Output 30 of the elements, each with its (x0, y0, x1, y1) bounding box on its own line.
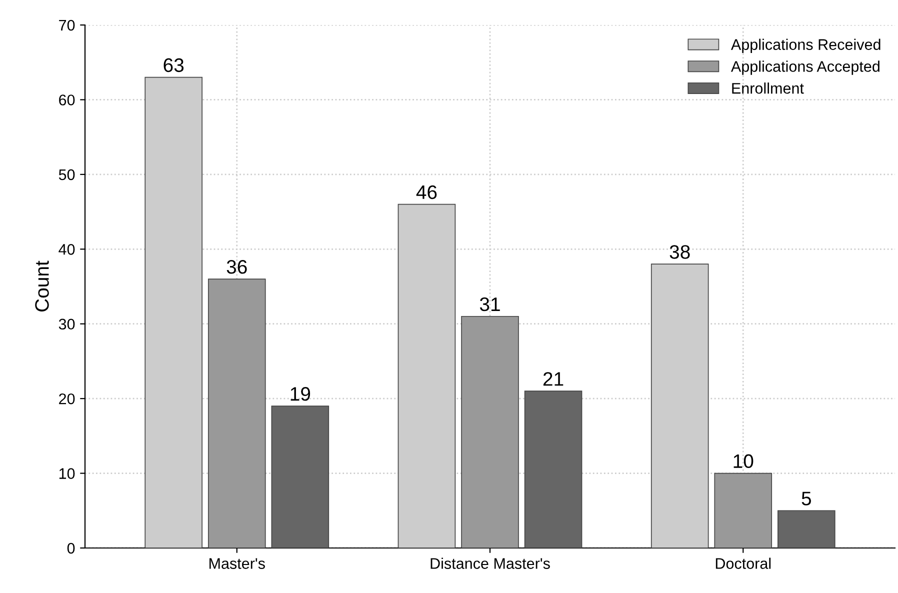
data-label: 31 (480, 297, 500, 312)
data-label: 5 (802, 492, 811, 506)
data-label: 63 (164, 58, 184, 72)
bar (778, 510, 836, 548)
y-axis-title: Count (35, 260, 49, 312)
y-tick-label: 30 (58, 318, 75, 330)
y-tick-label: 10 (59, 468, 75, 479)
x-tick-label: Master's (210, 558, 265, 569)
y-tick-label: 40 (58, 244, 75, 255)
y-tick-label: 50 (58, 169, 75, 180)
y-tick-label: 20 (59, 393, 75, 404)
bar (714, 472, 772, 548)
bar (461, 316, 519, 548)
data-label: 19 (290, 387, 310, 401)
x-tick-label: Doctoral (716, 558, 771, 569)
legend-label: Enrollment (732, 82, 804, 94)
data-label: 10 (734, 454, 754, 468)
y-tick-label: 0 (67, 542, 75, 554)
y-tick-label: 70 (59, 20, 75, 31)
bar (524, 390, 582, 548)
legend-label: Applications Accepted (730, 60, 880, 75)
legend-label: Applications Received (730, 38, 880, 53)
data-label: 36 (226, 260, 247, 274)
bar (271, 406, 330, 548)
x-tick-label: Distance Master's (430, 558, 550, 569)
data-label: 21 (543, 372, 564, 386)
y-tick-label: 60 (59, 94, 75, 106)
data-label: 46 (416, 185, 437, 200)
data-label: 38 (670, 245, 690, 259)
bar (208, 278, 266, 548)
